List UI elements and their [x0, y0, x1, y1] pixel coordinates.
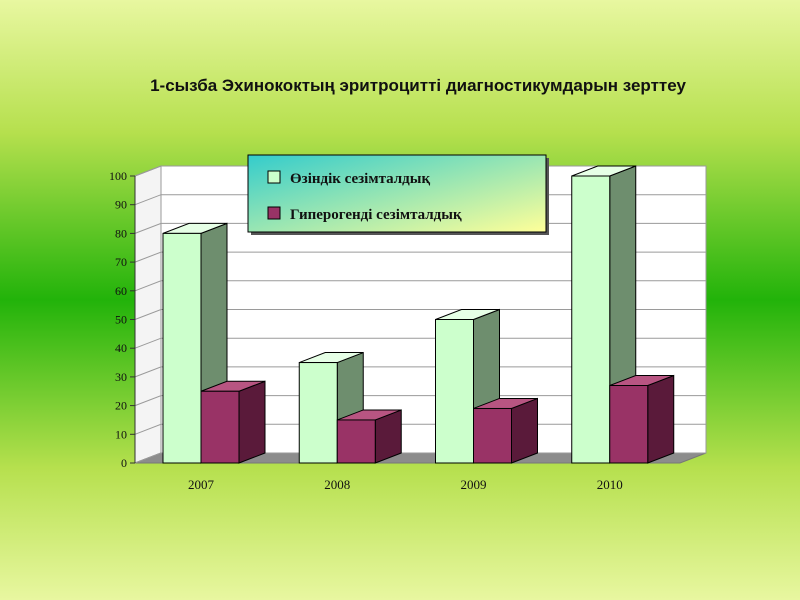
bar-2007-giperogendi	[200, 380, 266, 464]
chart-gridlines	[134, 165, 706, 464]
bar-front	[609, 385, 649, 464]
bar-front	[298, 362, 338, 464]
gridline	[134, 251, 706, 263]
y-axis-ticks: 0 10 20 30 40 50 60 70 80 90 100	[109, 169, 136, 470]
y-tick-label: 0	[121, 456, 127, 470]
y-tick-label: 20	[115, 399, 127, 413]
x-tick-label: 2009	[461, 477, 487, 492]
bar-side	[238, 380, 266, 464]
bar-2009-giperogendi	[473, 397, 538, 464]
bar-front	[473, 407, 512, 464]
gridline	[134, 337, 706, 349]
legend-label: Өзіндік сезімталдық	[290, 171, 430, 187]
gridline	[134, 366, 706, 378]
page-title: 1-сызба Эхинококтың эритроцитті диагност…	[150, 76, 686, 95]
y-tick-label: 40	[115, 341, 127, 355]
bar-2007-ozindik	[162, 222, 228, 464]
y-tick-label: 80	[115, 226, 127, 240]
bar-front	[162, 232, 202, 464]
gridline	[134, 395, 706, 407]
y-tick-label: 90	[115, 198, 127, 212]
x-tick-label: 2010	[597, 477, 623, 492]
gridline	[134, 309, 706, 320]
y-tick-label: 100	[109, 169, 127, 183]
bar-front	[336, 419, 376, 464]
gridline	[134, 280, 706, 292]
legend-box	[247, 154, 547, 233]
bar-side	[511, 397, 538, 464]
y-tick-label: 30	[115, 370, 127, 384]
legend-swatch	[267, 206, 281, 220]
x-tick-label: 2008	[324, 477, 350, 492]
bar-front	[571, 175, 611, 464]
x-tick-label: 2007	[188, 477, 215, 492]
bar-front	[200, 390, 240, 464]
bar-2010-giperogendi	[609, 374, 675, 464]
y-tick-label: 70	[115, 255, 127, 269]
x-axis-categories: 2007 2008 2009 2010	[188, 477, 623, 492]
chart-bars	[162, 165, 675, 464]
chart-legend: Өзіндік сезімталдық Гиперогенді сезімталд…	[247, 154, 549, 235]
legend-label: Гиперогенді сезімталдық	[290, 207, 462, 223]
y-tick-label: 60	[115, 284, 127, 298]
bar-side	[647, 374, 675, 464]
legend-swatch	[267, 170, 281, 184]
bar-front	[435, 319, 474, 464]
bar-2008-giperogendi	[336, 409, 402, 464]
y-tick-label: 50	[115, 313, 127, 327]
y-tick-label: 10	[115, 427, 127, 441]
